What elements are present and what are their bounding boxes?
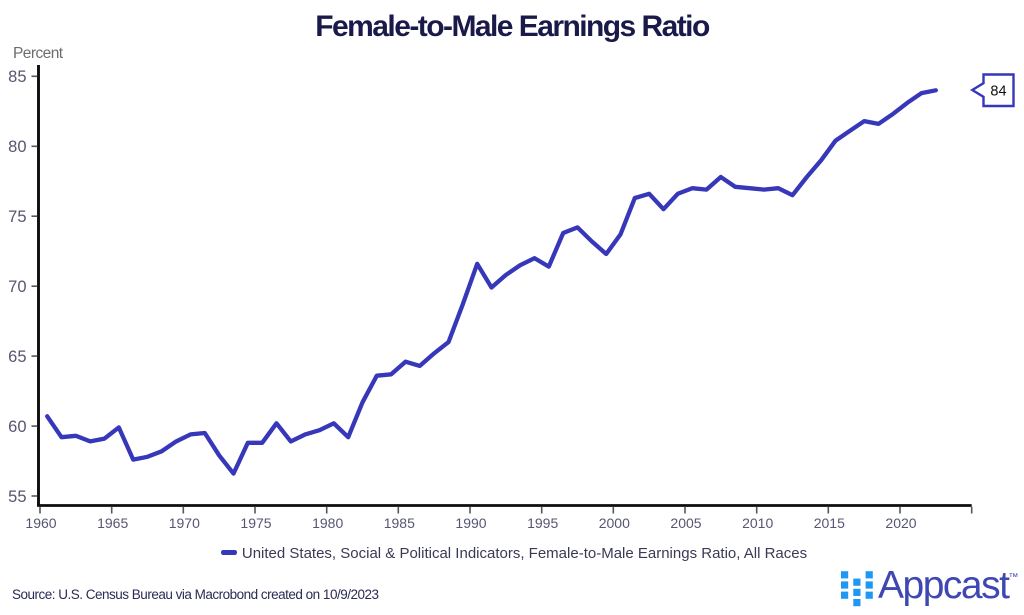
svg-text:84: 84 — [990, 83, 1006, 99]
svg-text:1980: 1980 — [312, 515, 343, 531]
svg-text:85: 85 — [8, 68, 26, 86]
svg-text:2010: 2010 — [742, 515, 773, 531]
svg-text:2020: 2020 — [885, 515, 916, 531]
svg-text:2005: 2005 — [670, 515, 701, 531]
svg-text:1960: 1960 — [25, 515, 56, 531]
svg-text:1985: 1985 — [384, 515, 415, 531]
svg-text:55: 55 — [8, 488, 26, 506]
svg-text:1975: 1975 — [240, 515, 271, 531]
svg-text:1995: 1995 — [527, 515, 558, 531]
svg-text:2000: 2000 — [599, 515, 630, 531]
svg-text:80: 80 — [8, 138, 26, 156]
svg-text:75: 75 — [8, 208, 26, 226]
svg-text:60: 60 — [8, 418, 26, 436]
svg-text:65: 65 — [8, 348, 26, 366]
svg-text:1970: 1970 — [169, 515, 200, 531]
svg-text:2015: 2015 — [814, 515, 845, 531]
svg-text:1965: 1965 — [97, 515, 128, 531]
svg-text:1990: 1990 — [455, 515, 486, 531]
svg-text:70: 70 — [8, 278, 26, 296]
